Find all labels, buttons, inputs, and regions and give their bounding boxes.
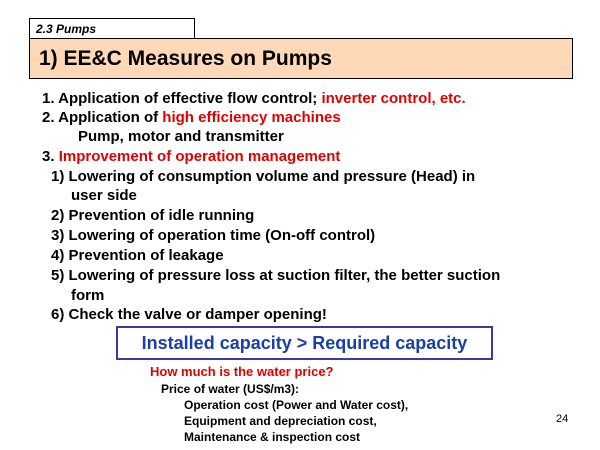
water-price-detail-2: Equipment and depreciation cost, [184, 414, 377, 428]
item-2-prefix: 2. Application of [42, 109, 163, 126]
water-price-label: Price of water (US$/m3): [161, 382, 300, 396]
section-tab: 2.3 Pumps [29, 18, 195, 38]
water-price-detail-3: Maintenance & inspection cost [184, 430, 361, 444]
item-3-highlight: Improvement of operation management [58, 148, 341, 165]
item-1-highlight: inverter control, etc. [321, 90, 466, 107]
sub-item-3: 3) Lowering of operation time (On-off co… [51, 227, 376, 244]
sub-item-1-cont: user side [71, 187, 137, 204]
item-2-highlight: high efficiency machines [162, 109, 341, 126]
item-2-detail: Pump, motor and transmitter [78, 128, 284, 145]
sub-item-5-cont: form [71, 287, 105, 304]
sub-item-4: 4) Prevention of leakage [51, 247, 224, 264]
item-2: 2. Application of high efficiency machin… [42, 109, 341, 127]
capacity-note-box: Installed capacity > Required capacity [116, 326, 493, 360]
sub-item-2: 2) Prevention of idle running [51, 207, 255, 224]
water-price-detail-1: Operation cost (Power and Water cost), [184, 398, 409, 412]
sub-item-5: 5) Lowering of pressure loss at suction … [51, 267, 501, 284]
item-3-prefix: 3. [42, 148, 59, 165]
sub-item-1: 1) Lowering of consumption volume and pr… [51, 168, 476, 185]
item-1-prefix: 1. Application of effective flow control… [42, 90, 322, 107]
slide-title: 1) EE&C Measures on Pumps [29, 38, 573, 79]
item-1: 1. Application of effective flow control… [42, 90, 466, 108]
sub-item-6: 6) Check the valve or damper opening! [51, 306, 327, 323]
water-price-question: How much is the water price? [150, 364, 334, 379]
item-3: 3. Improvement of operation management [42, 148, 340, 166]
page-number: 24 [556, 413, 569, 425]
